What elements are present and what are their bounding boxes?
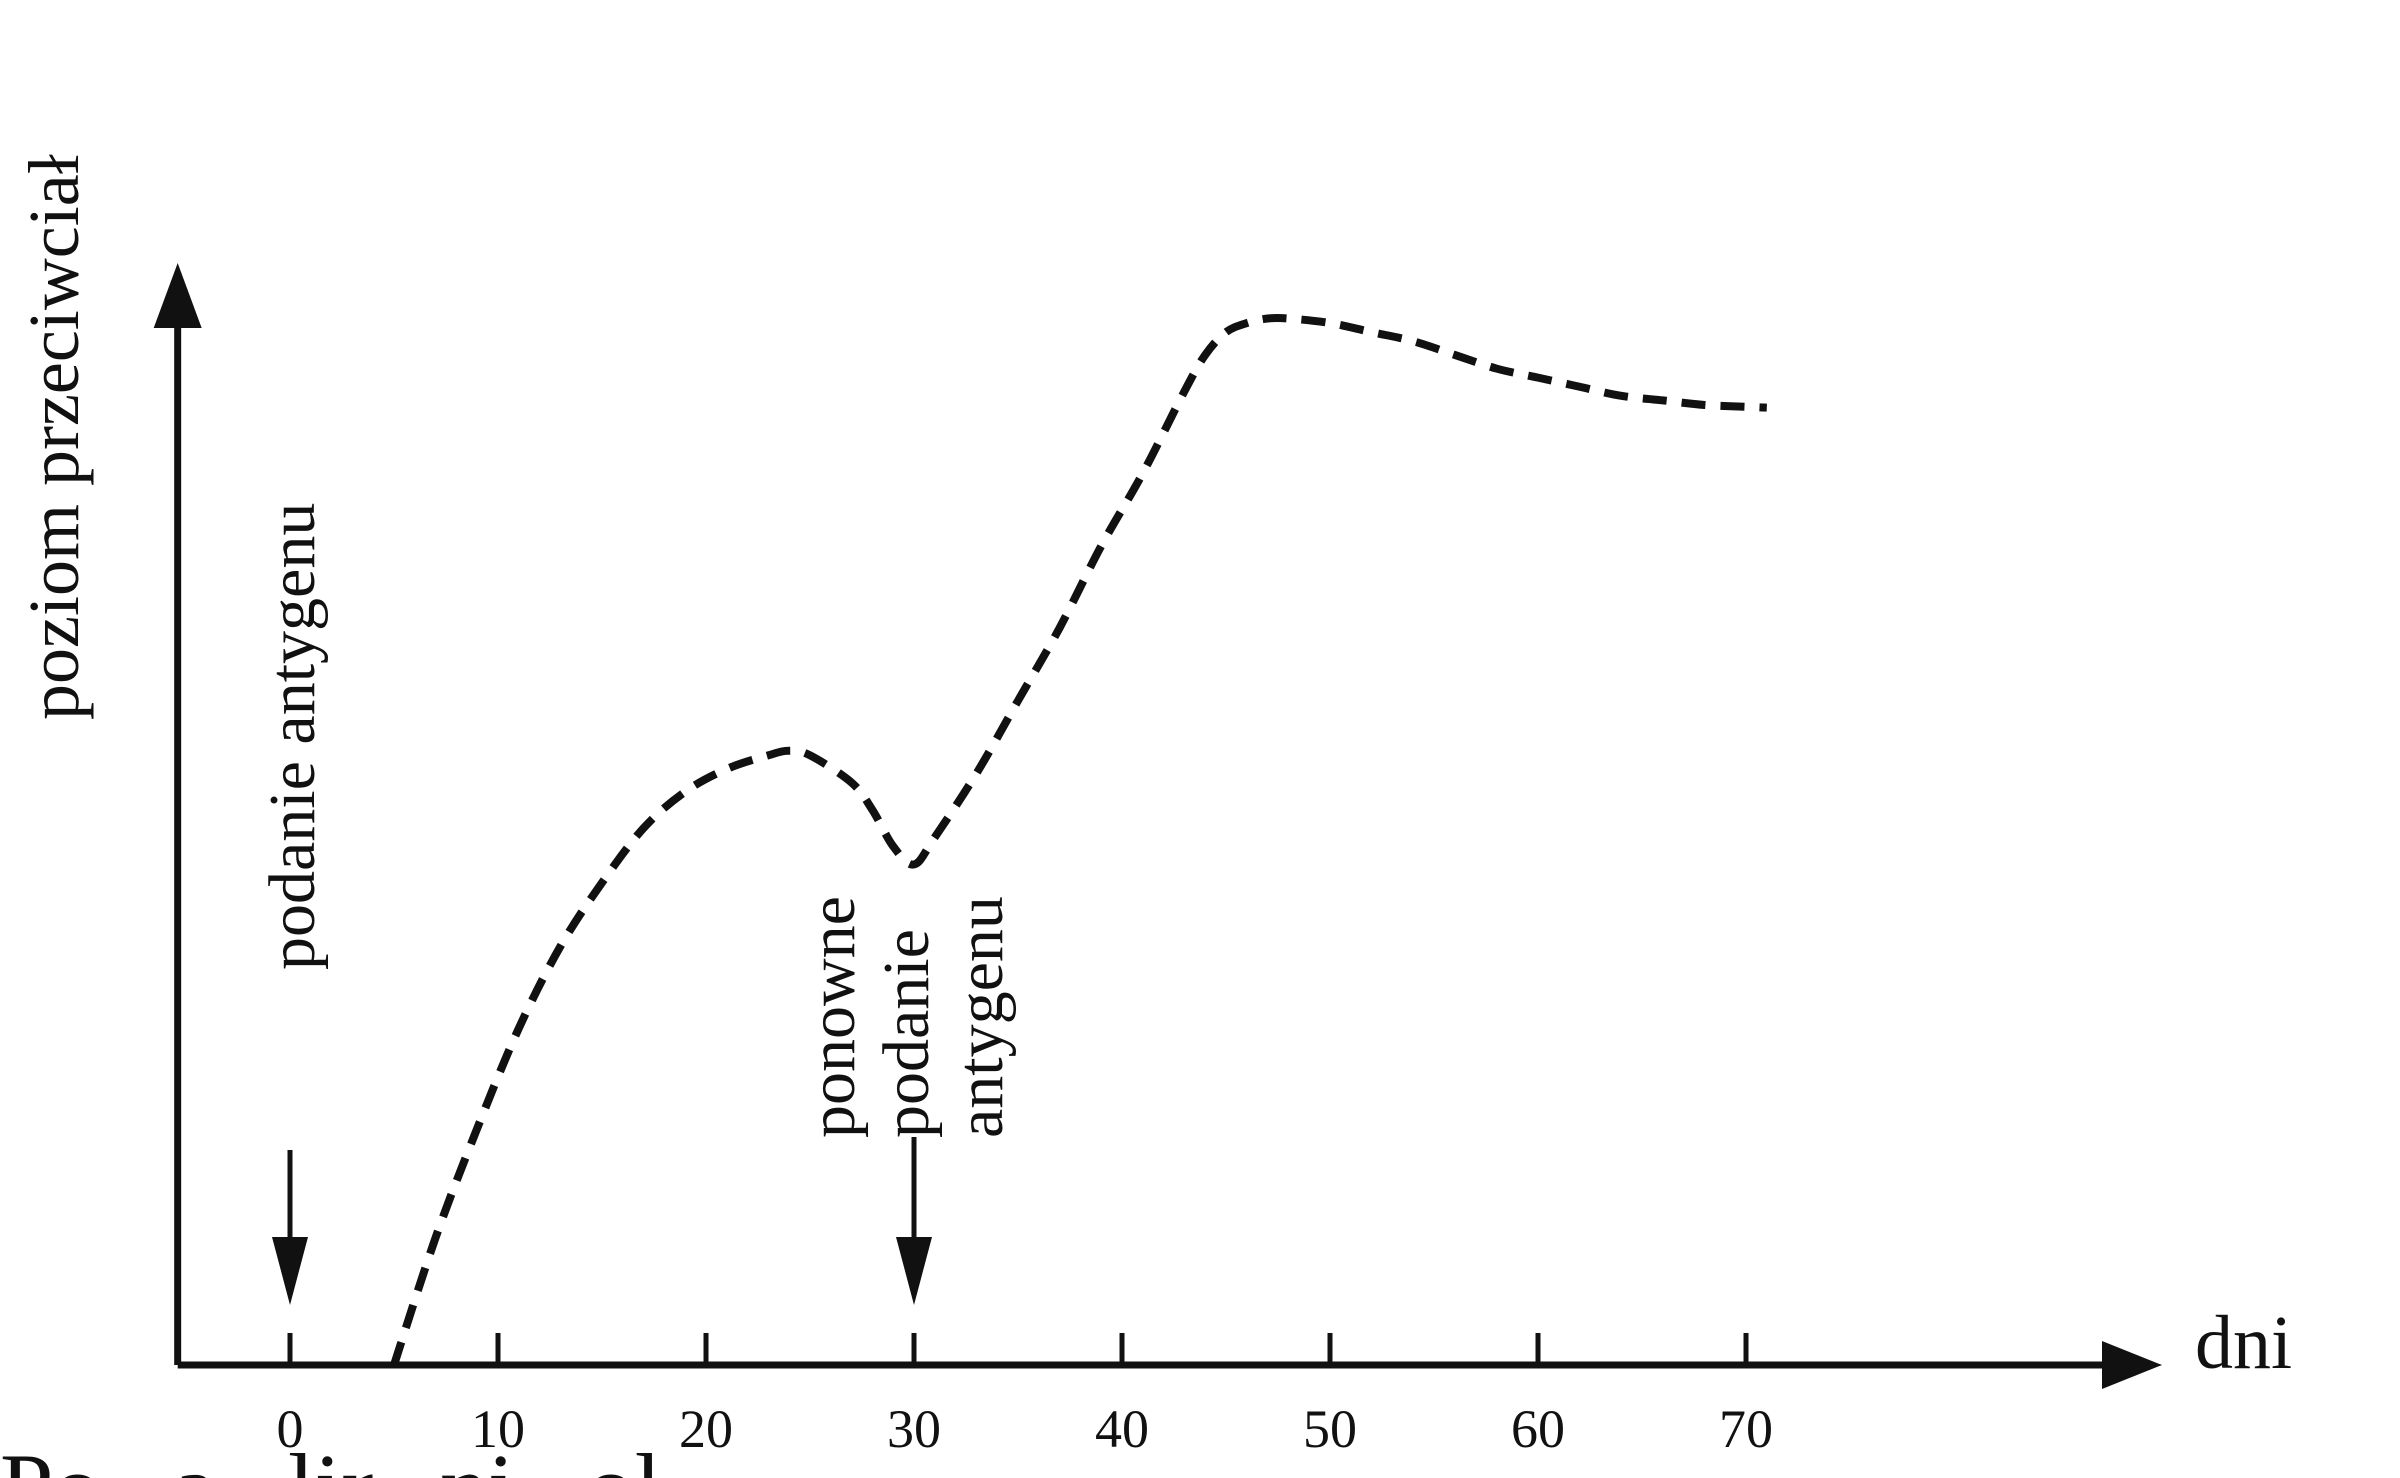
annotation-second-injection-line: podanie (870, 929, 943, 1138)
x-tick-label: 40 (1095, 1399, 1149, 1459)
annotation-first-injection: podanie antygenu (256, 503, 329, 970)
x-ticks: 0 10 20 30 40 50 60 70 (277, 1333, 1773, 1459)
x-tick-label: 30 (887, 1399, 941, 1459)
x-tick-label: 50 (1303, 1399, 1357, 1459)
series-line (390, 313, 1767, 1367)
x-tick-label: 0 (277, 1399, 304, 1459)
x-axis-label: dni (2195, 1301, 2292, 1385)
annotation-second-injection-line: ponowne (796, 896, 869, 1138)
arrow-second-injection-arrowhead (896, 1237, 932, 1305)
x-axis-arrowhead (2102, 1341, 2162, 1389)
series-group (390, 313, 1767, 1367)
axes (153, 263, 2162, 1389)
x-tick-label: 20 (679, 1399, 733, 1459)
x-tick-label: 10 (471, 1399, 525, 1459)
y-axis-arrowhead (153, 263, 202, 328)
annotation-second-injection-line: antygenu (944, 896, 1017, 1138)
x-tick-label: 70 (1719, 1399, 1773, 1459)
arrow-first-injection-arrowhead (272, 1237, 308, 1305)
x-tick-label: 60 (1511, 1399, 1565, 1459)
caption-fragment: Po...a...lir...ni...ol... (0, 1434, 733, 1478)
y-axis-label: poziom przeciwciał (14, 154, 94, 720)
